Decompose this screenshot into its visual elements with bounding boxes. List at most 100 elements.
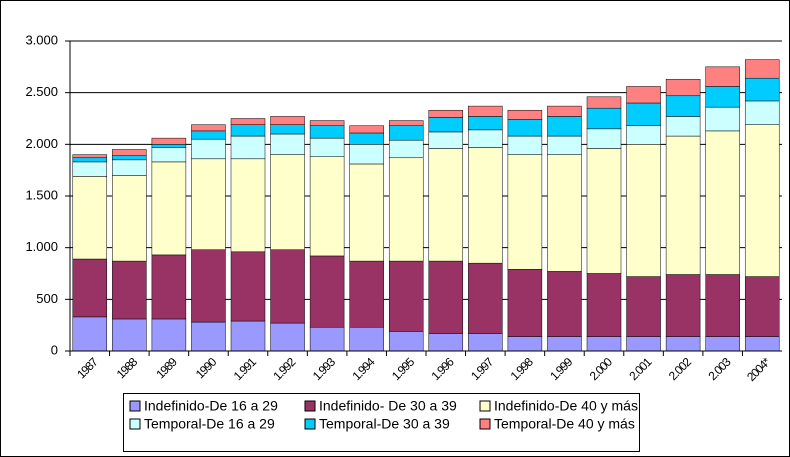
bar-segment [191, 138, 226, 160]
bar-segment [507, 154, 543, 270]
bar-segment [349, 144, 384, 165]
bar-segment [665, 95, 701, 117]
bar-segment [547, 271, 582, 337]
bar-segment [72, 176, 108, 260]
bar-segment [349, 125, 384, 134]
bar-segment [665, 116, 701, 137]
bar-segment [428, 109, 464, 118]
bar-segment [151, 137, 187, 145]
bar-segment [151, 144, 187, 148]
bar-segment [507, 135, 543, 155]
bar-segment [507, 109, 543, 120]
bar-segment [507, 119, 543, 137]
bar-segment [349, 132, 384, 145]
bar-segment [72, 258, 108, 318]
bar-segment [270, 249, 305, 324]
bar-segment [468, 147, 503, 264]
bar-segment [72, 157, 108, 163]
bar-segment [112, 155, 147, 161]
bar-segment [388, 125, 424, 141]
bar-segment [191, 249, 226, 323]
bar-segment [428, 131, 464, 149]
bar-segment [705, 336, 740, 352]
bar-segment [191, 158, 226, 250]
bar-segment [626, 102, 661, 126]
y-tick-label: 500 [36, 291, 58, 306]
bar-segment [72, 154, 108, 159]
bar-segment [309, 120, 345, 126]
legend-swatch [129, 418, 141, 430]
bar-segment [230, 251, 266, 322]
bar-segment [72, 161, 108, 177]
bar-segment [230, 158, 266, 253]
bar-segment [507, 336, 543, 352]
bar-segment [586, 336, 622, 352]
bar-segment [626, 336, 661, 352]
y-tick-label: 3.000 [25, 32, 58, 47]
bar-segment [112, 149, 147, 156]
legend-swatch [129, 400, 141, 412]
bar-segment [349, 163, 384, 262]
bar-segment [586, 128, 622, 149]
bar-segment [705, 86, 740, 108]
bar-segment [112, 318, 147, 352]
legend-label: Temporal-De 30 a 39 [319, 416, 450, 432]
bar-segment [191, 130, 226, 140]
bar-segment [270, 124, 305, 135]
bar-segment [705, 274, 740, 337]
bar-segment [112, 260, 147, 320]
bar-segment [151, 254, 187, 320]
bar-segment [626, 276, 661, 337]
bar-segment [705, 66, 740, 87]
bar-segment [309, 326, 345, 352]
bar-segment [507, 269, 543, 337]
bar-segment [428, 117, 464, 133]
bar-segment [270, 154, 305, 250]
bar-segment [468, 129, 503, 148]
bar-segment [705, 130, 740, 275]
bar-segment [626, 144, 661, 277]
legend-box [123, 393, 640, 452]
bar-segment [468, 262, 503, 334]
bar-segment [547, 154, 582, 272]
legend-label: Temporal-De 16 a 29 [144, 416, 275, 432]
bar-segment [309, 255, 345, 328]
bar-segment [230, 135, 266, 160]
legend-label: Indefinido-De 16 a 29 [144, 398, 278, 414]
legend-swatch [304, 400, 316, 412]
bar-segment [744, 77, 780, 102]
legend-swatch [479, 400, 491, 412]
bar-segment [428, 333, 464, 352]
bar-segment [547, 105, 582, 117]
bar-segment [744, 124, 780, 277]
bar-segment [586, 107, 622, 130]
bar-segment [428, 148, 464, 262]
bar-segment [151, 147, 187, 163]
bar-segment [191, 124, 226, 132]
bar-segment [151, 318, 187, 352]
bar-segment [586, 273, 622, 337]
bar-segment [112, 175, 147, 262]
legend-label: Temporal-De 40 y más [494, 416, 635, 432]
bar-segment [665, 336, 701, 352]
bar-segment [626, 86, 661, 104]
bar-segment [744, 59, 780, 79]
bar-segment [547, 116, 582, 137]
bar-segment [388, 331, 424, 352]
bar-segment [230, 118, 266, 125]
bar-segment [547, 135, 582, 155]
bar-segment [468, 333, 503, 352]
bar-segment [230, 320, 266, 352]
bar-segment [626, 125, 661, 145]
bar-segment [309, 137, 345, 157]
bar-segment [547, 336, 582, 352]
bar-segment [586, 148, 622, 274]
bar-segment [388, 157, 424, 262]
y-tick-label: 1.500 [25, 187, 58, 202]
legend-swatch [479, 418, 491, 430]
bar-segment [270, 322, 305, 352]
bar-segment [665, 78, 701, 97]
bar-segment [309, 125, 345, 139]
bar-segment [665, 274, 701, 337]
